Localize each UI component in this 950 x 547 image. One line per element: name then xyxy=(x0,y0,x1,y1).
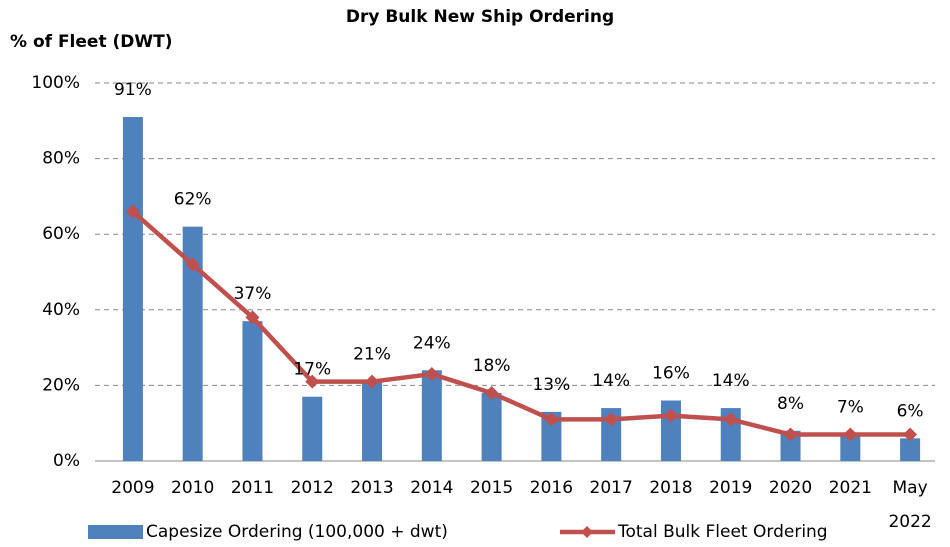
bar xyxy=(362,381,383,461)
line-marker xyxy=(305,374,320,389)
y-tick-label: 20% xyxy=(42,375,80,395)
x-tick-label: 2014 xyxy=(410,478,453,498)
bar xyxy=(122,117,143,462)
line-marker xyxy=(245,310,260,325)
x-tick-label: 2018 xyxy=(649,478,692,498)
line-marker xyxy=(723,412,738,427)
bar xyxy=(481,392,502,461)
bar xyxy=(900,438,921,461)
data-label: 14% xyxy=(592,371,630,391)
line-marker xyxy=(424,367,439,382)
x-tick-label: 2011 xyxy=(231,478,274,498)
legend-label: Capesize Ordering (100,000 + dwt) xyxy=(146,522,448,542)
x-tick-label: 2009 xyxy=(111,478,154,498)
data-label: 14% xyxy=(712,371,750,391)
x-tick-label: 2019 xyxy=(709,478,752,498)
y-axis-label: % of Fleet (DWT) xyxy=(10,32,173,52)
chart-title: Dry Bulk New Ship Ordering xyxy=(346,7,614,27)
line-marker xyxy=(663,408,678,423)
bar xyxy=(541,411,562,461)
legend-label: Total Bulk Fleet Ordering xyxy=(617,522,828,542)
x-tick-label: 2010 xyxy=(171,478,214,498)
y-tick-label: 80% xyxy=(42,149,80,169)
data-label: 37% xyxy=(234,284,272,304)
x-tick-label: 2020 xyxy=(769,478,812,498)
bar xyxy=(421,370,442,461)
legend-marker xyxy=(581,526,593,538)
line xyxy=(131,209,911,437)
x-tick-label: 2016 xyxy=(530,478,573,498)
line-marker xyxy=(484,385,499,400)
data-label: 7% xyxy=(837,398,864,418)
data-label: 13% xyxy=(532,375,570,395)
x-tick-label: 2017 xyxy=(590,478,633,498)
line-marker xyxy=(365,374,380,389)
x-tick-label: 2015 xyxy=(470,478,513,498)
bar xyxy=(302,396,323,461)
y-tick-label: 0% xyxy=(53,451,80,471)
data-label: 62% xyxy=(174,190,212,210)
legend-swatch xyxy=(88,525,143,539)
line-marker xyxy=(125,204,140,219)
x-tick-label: May 2022 xyxy=(888,478,931,532)
bar xyxy=(242,321,263,461)
data-label: 21% xyxy=(353,345,391,365)
x-tick-label: 2021 xyxy=(829,478,872,498)
x-tick-label: 2012 xyxy=(291,478,334,498)
data-label: 16% xyxy=(652,364,690,384)
line-marker xyxy=(604,412,619,427)
line-marker xyxy=(843,427,858,442)
data-label: 18% xyxy=(473,356,511,376)
y-tick-label: 40% xyxy=(42,300,80,320)
line-marker xyxy=(544,412,559,427)
y-tick-label: 100% xyxy=(31,73,80,93)
line-marker xyxy=(783,427,798,442)
data-label: 91% xyxy=(114,80,152,100)
bar xyxy=(182,226,203,461)
data-label: 17% xyxy=(293,360,331,380)
data-label: 8% xyxy=(777,394,804,414)
bar xyxy=(840,434,861,461)
bar xyxy=(780,430,801,461)
x-tick-label: 2013 xyxy=(350,478,393,498)
data-label: 6% xyxy=(897,401,924,421)
y-tick-label: 60% xyxy=(42,224,80,244)
line-marker xyxy=(903,427,918,442)
data-label: 24% xyxy=(413,333,451,353)
line-marker xyxy=(185,257,200,272)
